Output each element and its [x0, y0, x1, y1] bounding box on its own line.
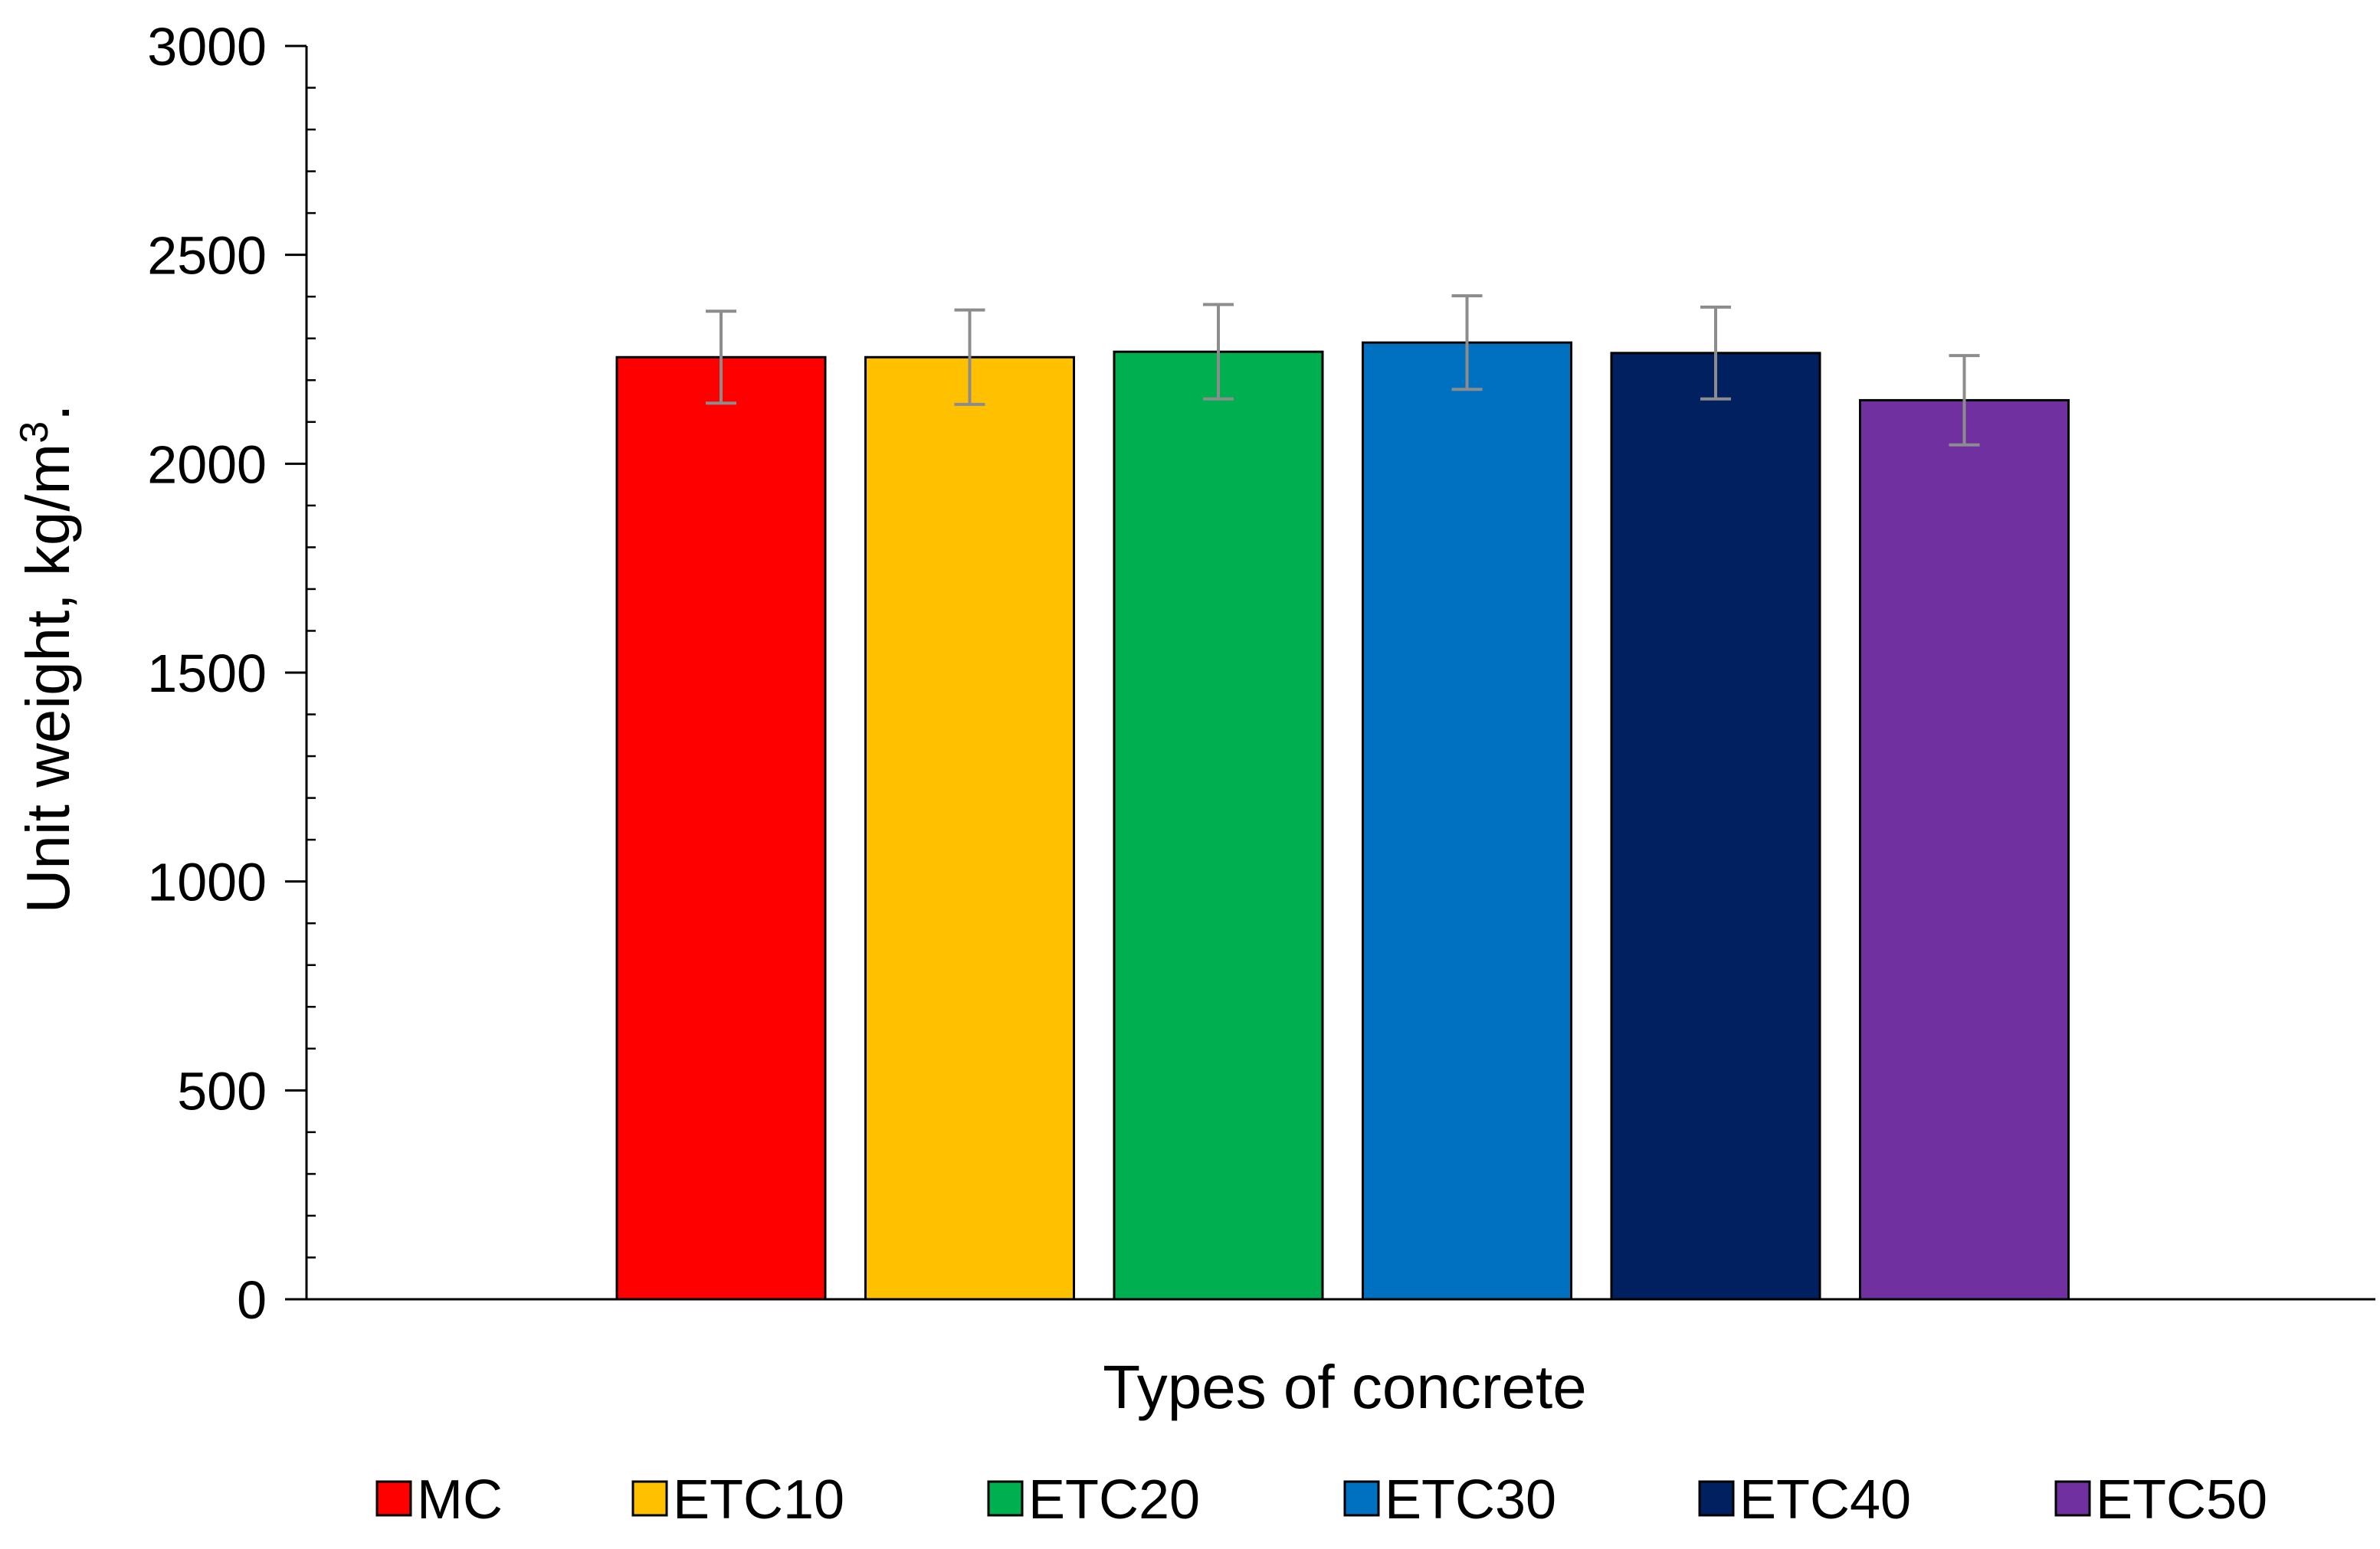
legend-swatch-etc50[interactable]	[2054, 1480, 2091, 1517]
legend-label-etc10[interactable]: ETC10	[673, 1469, 844, 1531]
y-tick-label: 500	[177, 1061, 267, 1121]
y-tick-label: 2000	[147, 434, 267, 494]
legend-label-etc20[interactable]: ETC20	[1028, 1469, 1200, 1531]
legend-swatch-etc30[interactable]	[1343, 1480, 1380, 1517]
legend-swatch-etc40[interactable]	[1698, 1480, 1735, 1517]
y-tick-label: 1500	[147, 644, 267, 703]
y-tick-label: 0	[237, 1270, 267, 1330]
legend-label-etc50[interactable]: ETC50	[2096, 1469, 2267, 1531]
bar-etc50[interactable]	[1859, 398, 2070, 1301]
x-axis-title: Types of concrete	[1103, 1353, 1586, 1421]
bar-etc20[interactable]	[1113, 350, 1324, 1301]
y-tick-label: 2500	[147, 226, 267, 286]
bar-etc10[interactable]	[864, 355, 1075, 1301]
bar-etc30[interactable]	[1362, 341, 1572, 1301]
legend-swatch-etc20[interactable]	[987, 1480, 1024, 1517]
legend-swatch-mc[interactable]	[375, 1480, 412, 1517]
legend-label-etc40[interactable]: ETC40	[1739, 1469, 1911, 1531]
bar-etc40[interactable]	[1610, 352, 1821, 1301]
y-axis-title: Unit weight, kg/m3.	[12, 404, 82, 914]
y-axis-title-main: Unit weight, kg/m	[14, 444, 82, 914]
y-axis-title-superscript: 3	[12, 421, 57, 444]
legend-label-etc30[interactable]: ETC30	[1385, 1469, 1556, 1531]
y-tick-label: 1000	[147, 853, 267, 912]
y-axis-title-suffix: .	[14, 404, 82, 421]
y-tick-label: 3000	[147, 17, 267, 77]
legend-swatch-etc10[interactable]	[631, 1480, 668, 1517]
svg-text:Unit weight, kg/m3.: Unit weight, kg/m3.	[12, 404, 82, 914]
bar-mc[interactable]	[615, 355, 827, 1301]
legend-label-mc[interactable]: MC	[417, 1469, 503, 1531]
